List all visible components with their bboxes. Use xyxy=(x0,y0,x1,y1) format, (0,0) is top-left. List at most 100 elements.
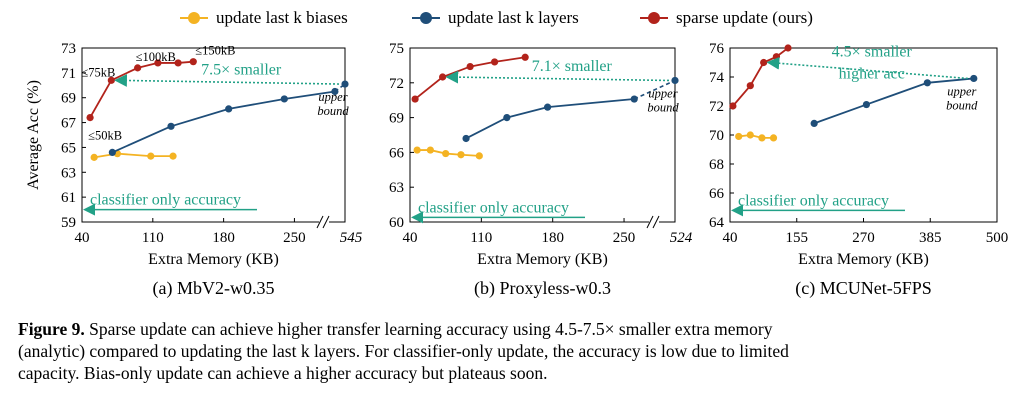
x-tick-label: 40 xyxy=(403,230,418,246)
x-tick-label: 500 xyxy=(986,230,1009,246)
upper-bound-label-line2: bound xyxy=(317,104,349,118)
x-tick-label: 250 xyxy=(283,230,306,246)
data-point-layers xyxy=(970,74,978,83)
data-point-sparse xyxy=(134,64,142,72)
data-point-layers xyxy=(167,122,175,130)
axis-break-mark xyxy=(322,215,330,229)
x-tick-label: 40 xyxy=(723,230,738,246)
axis-break-mark xyxy=(646,215,654,229)
x-axis-label: Extra Memory (KB) xyxy=(798,251,929,268)
data-point-sparse xyxy=(760,58,768,67)
x-break-label: 524 xyxy=(670,230,693,246)
data-point-sparse xyxy=(521,53,529,61)
legend-sparse-swatch xyxy=(640,11,668,25)
upper-bound-label-line1: upper xyxy=(318,90,347,104)
y-tick-label: 65 xyxy=(61,140,76,156)
data-point-biases xyxy=(147,152,155,160)
x-tick-label: 180 xyxy=(541,230,564,246)
series-line-layers xyxy=(111,90,336,154)
data-point-layers xyxy=(462,134,470,143)
y-tick-label: 61 xyxy=(61,190,76,206)
legend: update last k biases update last k layer… xyxy=(0,0,1035,34)
classifier-label: classifier only accuracy xyxy=(90,192,241,209)
y-tick-label: 63 xyxy=(389,180,404,196)
smaller-memory-arrow xyxy=(766,56,968,80)
upper-bound-point xyxy=(341,80,349,88)
legend-layers-label: update last k layers xyxy=(448,8,579,27)
axis-break-gap xyxy=(319,216,329,228)
data-point-biases xyxy=(90,153,98,161)
arrow-label-2: higher acc xyxy=(839,66,905,83)
arrow-label: 4.5× smaller xyxy=(832,44,913,61)
data-point-biases xyxy=(758,134,766,142)
plot-frame xyxy=(81,47,346,223)
y-tick-label: 66 xyxy=(389,145,405,161)
y-tick-label: 75 xyxy=(389,41,404,57)
x-axis-label: Extra Memory (KB) xyxy=(148,251,279,268)
subplot-title: (a) MbV2-w0.35 xyxy=(153,278,275,299)
arrow-label: 7.5× smaller xyxy=(201,61,282,78)
y-tick-label: 59 xyxy=(61,215,76,231)
data-point-biases xyxy=(457,151,465,159)
y-tick-label: 71 xyxy=(61,66,76,82)
data-point-sparse xyxy=(189,58,197,66)
series-line-biases xyxy=(738,134,774,139)
axis-break-mark xyxy=(652,215,660,229)
data-point-layers xyxy=(503,114,511,122)
chart-mcunet: 64 66 68 70 72 74 76 40 155 270 385 500 Extra Memory… xyxy=(709,41,1008,299)
caption-line2: (analytic) compared to updating the last… xyxy=(18,341,789,361)
legend-layers-swatch xyxy=(412,11,440,25)
axis-break-mark xyxy=(316,215,324,229)
series-line-layers xyxy=(465,98,635,140)
x-tick-label: 40 xyxy=(75,230,90,246)
caption-line3: capacity. Bias-only update can achieve a… xyxy=(18,363,548,383)
data-point-sparse xyxy=(154,59,162,67)
data-point-sparse xyxy=(466,62,474,71)
x-axis-label: Extra Memory (KB) xyxy=(477,251,608,268)
chart-mbv2: 59 61 63 65 67 69 71 73 40 110 180 250 545 Extra Memo… xyxy=(25,41,363,299)
data-point-layers xyxy=(225,105,233,113)
y-tick-label: 67 xyxy=(61,116,77,132)
point-label-150kb: ≤150kB xyxy=(195,44,235,58)
data-point-sparse xyxy=(729,102,737,110)
data-point-layers xyxy=(923,79,931,87)
charts-area: 59 61 63 65 67 69 71 73 40 110 180 250 545 Extra Memo… xyxy=(25,41,1008,299)
point-label-75kb: ≤75kB xyxy=(81,65,115,79)
data-point-biases xyxy=(746,131,754,139)
data-point-sparse xyxy=(86,114,94,122)
series-line-layers xyxy=(813,77,974,125)
upper-bound-dashed-line xyxy=(633,79,676,100)
data-point-sparse xyxy=(746,82,754,90)
point-label-100kb: ≤100kB xyxy=(136,50,176,64)
legend-biases-swatch xyxy=(180,11,208,25)
y-tick-label: 72 xyxy=(389,76,404,92)
subplot-title: (b) Proxyless-w0.3 xyxy=(474,278,611,299)
data-point-biases xyxy=(426,146,434,154)
data-point-biases xyxy=(442,149,450,158)
upper-bound-label-line1: upper xyxy=(648,86,677,100)
x-tick-label: 155 xyxy=(786,230,809,246)
x-tick-label: 385 xyxy=(919,230,942,246)
data-point-biases xyxy=(735,132,743,141)
y-tick-label: 63 xyxy=(61,165,76,181)
axis-break-gap xyxy=(649,216,659,228)
y-tick-label: 73 xyxy=(61,41,76,57)
y-tick-label: 64 xyxy=(709,215,725,231)
data-point-layers xyxy=(543,103,552,111)
data-point-layers xyxy=(862,100,871,109)
x-tick-label: 110 xyxy=(470,230,492,246)
data-point-sparse xyxy=(411,95,419,103)
data-point-sparse xyxy=(107,76,115,84)
y-tick-label: 68 xyxy=(709,157,724,173)
y-tick-label: 69 xyxy=(61,91,76,107)
data-point-biases xyxy=(475,152,483,160)
legend-sparse-label: sparse update (ours) xyxy=(676,8,813,27)
y-axis-label: Average Acc (%) xyxy=(25,80,42,190)
data-point-sparse xyxy=(439,73,447,81)
legend-item-sparse: sparse update (ours) xyxy=(640,8,813,28)
upper-bound-label-line1: upper xyxy=(947,84,976,98)
upper-bound-label-line2: bound xyxy=(946,98,978,112)
data-point-layers xyxy=(108,148,116,156)
legend-item-biases: update last k biases xyxy=(180,8,348,28)
caption-line1: Sparse update can achieve higher transfe… xyxy=(84,319,773,339)
